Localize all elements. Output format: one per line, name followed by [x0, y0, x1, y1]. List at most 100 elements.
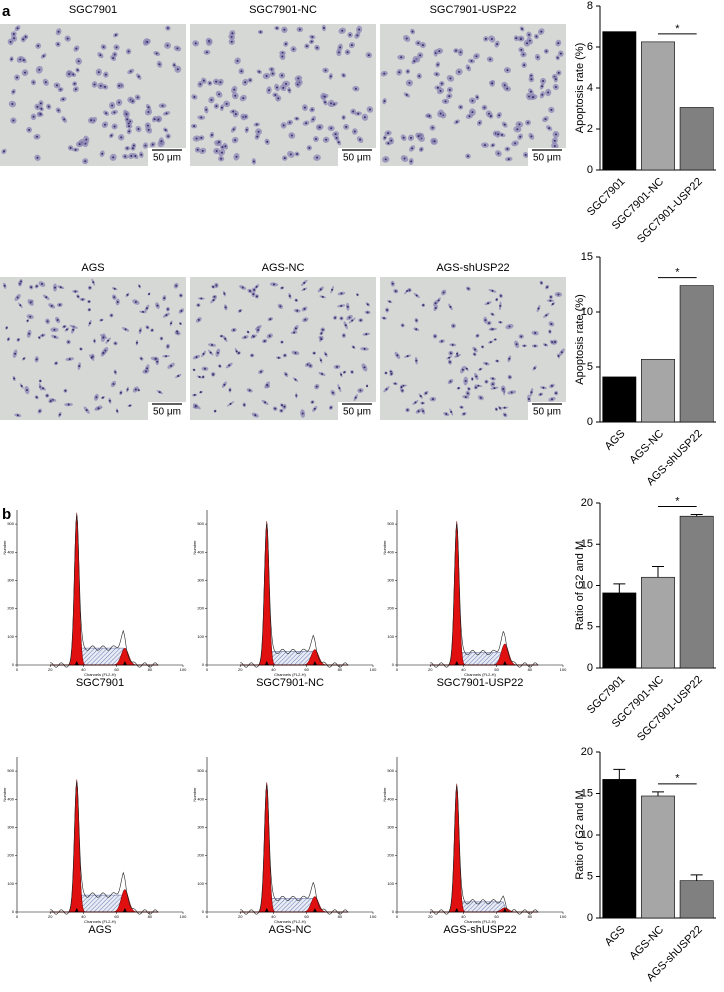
nucleus	[491, 377, 494, 380]
nucleus	[229, 402, 232, 405]
nucleus	[53, 335, 56, 338]
nucleus	[32, 115, 35, 118]
nucleus	[199, 391, 202, 394]
peak-marker	[122, 908, 127, 912]
nucleus	[45, 296, 48, 299]
y-axis-label: Ratio of G2 and M	[574, 541, 586, 630]
nucleus	[234, 113, 237, 116]
nucleus	[283, 354, 286, 357]
nucleus	[134, 154, 137, 157]
nucleus	[203, 367, 206, 370]
nucleus	[484, 319, 487, 322]
nucleus	[554, 85, 557, 88]
nucleus	[366, 384, 369, 387]
nucleus	[324, 353, 327, 356]
nucleus	[29, 315, 32, 318]
nucleus	[448, 95, 451, 98]
nucleus	[55, 84, 58, 87]
nucleus	[460, 406, 463, 409]
nucleus	[255, 123, 258, 126]
nucleus	[546, 286, 549, 289]
flow-axes	[206, 510, 373, 666]
nucleus	[496, 43, 499, 46]
nucleus	[454, 49, 457, 52]
nucleus	[216, 351, 219, 354]
nucleus	[311, 35, 314, 38]
nucleus	[288, 89, 291, 92]
nucleus	[311, 401, 314, 404]
nucleus	[102, 45, 105, 48]
flow-y-tick-label: 500	[197, 521, 204, 526]
nucleus	[165, 314, 168, 317]
nucleus	[218, 141, 221, 144]
micrograph	[380, 24, 566, 166]
flow-x-label: Channels (FL2-H)	[464, 672, 496, 677]
nucleus	[3, 284, 6, 287]
nucleus	[92, 281, 95, 284]
nucleus	[44, 81, 47, 84]
nucleus	[38, 410, 41, 413]
flow-y-tick-label: 200	[197, 606, 204, 611]
nucleus	[249, 289, 252, 292]
nucleus	[312, 118, 315, 121]
nucleus	[65, 328, 68, 331]
nucleus	[528, 95, 531, 98]
nucleus	[166, 44, 169, 47]
nucleus	[146, 124, 149, 127]
nucleus	[111, 104, 114, 107]
flow-y-tick-label: 100	[197, 881, 204, 886]
nucleus	[62, 98, 65, 101]
nucleus	[526, 121, 529, 124]
nucleus	[38, 68, 41, 71]
flow-y-tick-label: 0	[202, 662, 205, 667]
nucleus	[550, 322, 553, 325]
nucleus	[274, 407, 277, 410]
flow-x-tick-label: 40	[461, 914, 466, 919]
bar	[641, 358, 675, 423]
nucleus	[490, 37, 493, 40]
flow-y-tick-label: 0	[392, 909, 395, 914]
nucleus	[228, 364, 231, 367]
nucleus	[406, 355, 409, 358]
nucleus	[481, 345, 484, 348]
flow-histogram	[396, 510, 563, 668]
nucleus	[489, 341, 492, 344]
scale-bar-label: 50 μm	[533, 153, 561, 164]
y-tick-label: 5	[587, 870, 593, 882]
y-axis-label: Apoptosis rate (%)	[574, 43, 586, 133]
nucleus	[363, 116, 366, 119]
nucleus	[359, 319, 362, 322]
nucleus	[298, 28, 301, 31]
error-bar	[652, 566, 664, 578]
nucleus	[284, 43, 287, 46]
nucleus	[19, 58, 22, 61]
nucleus	[388, 300, 391, 303]
nucleus	[102, 351, 105, 354]
nucleus	[367, 54, 370, 57]
nucleus	[42, 54, 45, 57]
bar	[602, 31, 637, 171]
nucleus	[534, 332, 537, 335]
y-tick-label: 15	[581, 251, 593, 263]
nucleus	[163, 297, 166, 300]
nucleus	[359, 138, 362, 141]
nucleus	[283, 405, 286, 408]
nucleus	[39, 102, 42, 105]
nucleus	[422, 304, 425, 307]
nucleus	[333, 103, 336, 106]
g1-peak	[50, 512, 159, 666]
flow-y-tick-label: 400	[387, 549, 394, 554]
nucleus	[406, 408, 409, 411]
nucleus	[351, 371, 354, 374]
y-tick-label: 20	[581, 497, 593, 509]
nucleus	[305, 45, 308, 48]
nucleus	[499, 294, 502, 297]
nucleus	[497, 133, 500, 136]
nucleus	[336, 365, 339, 368]
nucleus	[209, 351, 212, 354]
nucleus	[313, 407, 316, 410]
nucleus	[313, 352, 316, 355]
nucleus	[271, 72, 274, 75]
flow-y-tick-label: 300	[197, 825, 204, 830]
nucleus	[348, 316, 351, 319]
